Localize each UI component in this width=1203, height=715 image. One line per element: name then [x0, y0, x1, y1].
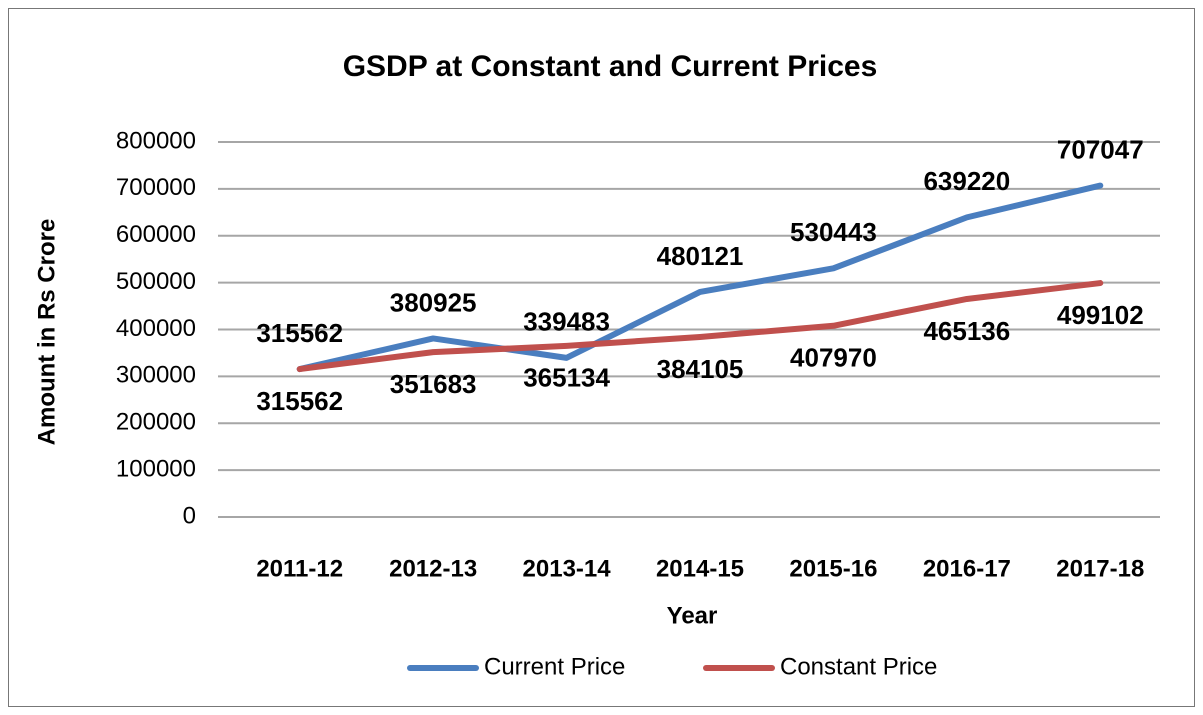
- x-tick-label: 2011-12: [256, 555, 343, 582]
- y-tick-label: 700000: [116, 174, 196, 201]
- chart-title: GSDP at Constant and Current Prices: [343, 50, 878, 83]
- data-label: 384105: [657, 354, 744, 384]
- data-label: 707047: [1057, 134, 1144, 164]
- y-tick-label: 200000: [116, 409, 196, 436]
- data-label: 365134: [523, 363, 610, 393]
- y-tick-label: 600000: [116, 221, 196, 248]
- y-tick-label: 300000: [116, 362, 196, 389]
- y-tick-label: 500000: [116, 268, 196, 295]
- data-label: 480121: [657, 241, 744, 271]
- data-label: 499102: [1057, 300, 1144, 330]
- data-label: 530443: [790, 217, 877, 247]
- x-tick-label: 2016-17: [923, 555, 1011, 582]
- y-tick-label: 800000: [116, 127, 196, 154]
- data-label: 380925: [390, 287, 477, 317]
- series-line: [296, 280, 1104, 373]
- data-label: 639220: [923, 166, 1010, 196]
- y-axis-title: Amount in Rs Crore: [33, 219, 60, 446]
- chart-frame: [8, 8, 1195, 707]
- x-tick-label: 2013-14: [523, 555, 612, 582]
- x-tick-label: 2017-18: [1056, 555, 1144, 582]
- legend-label: Constant Price: [780, 653, 937, 680]
- data-label: 465136: [923, 316, 1010, 346]
- y-tick-label: 0: [183, 502, 196, 529]
- legend-label: Current Price: [484, 653, 625, 680]
- series-line: [296, 182, 1104, 373]
- y-tick-label: 400000: [116, 315, 196, 342]
- data-label: 407970: [790, 343, 877, 373]
- data-label: 315562: [256, 318, 343, 348]
- x-axis-title: Year: [667, 602, 718, 629]
- data-label: 351683: [390, 369, 477, 399]
- data-label: 315562: [256, 386, 343, 416]
- x-tick-label: 2014-15: [656, 555, 744, 582]
- x-tick-label: 2012-13: [389, 555, 477, 582]
- x-tick-label: 2015-16: [789, 555, 877, 582]
- data-label: 339483: [523, 307, 610, 337]
- y-tick-label: 100000: [116, 455, 196, 482]
